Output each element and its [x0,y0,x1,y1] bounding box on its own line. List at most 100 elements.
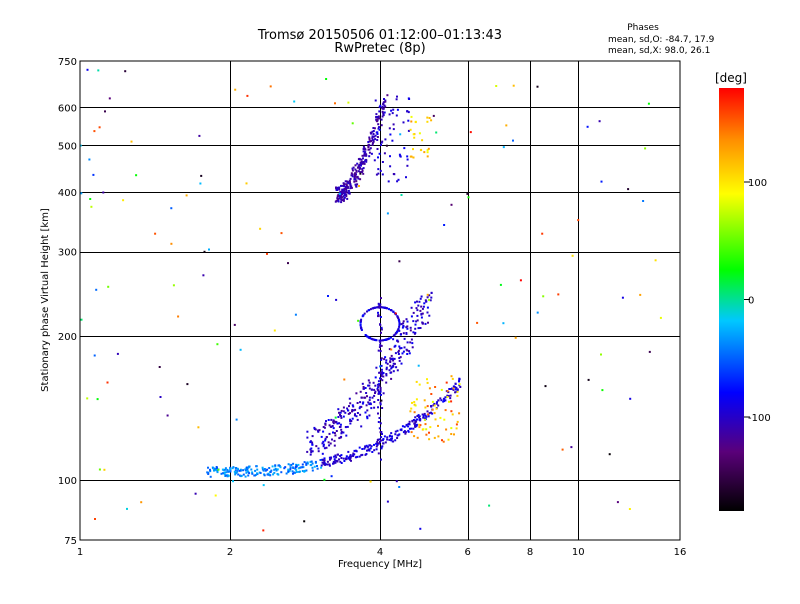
data-point [359,158,361,161]
data-point [377,390,380,393]
data-point [98,126,101,129]
data-point [414,424,416,427]
data-point [360,405,363,408]
data-point [394,312,397,315]
data-point [443,418,446,421]
data-point [364,411,367,414]
data-point [214,494,217,497]
data-point [400,194,403,196]
data-point [364,387,367,389]
data-point [349,418,352,421]
y-tick-label: 100 [58,476,77,487]
data-point [340,457,343,459]
data-point [345,180,348,183]
data-point [426,378,428,381]
data-point [422,414,425,417]
data-point [388,113,391,116]
data-point [356,162,359,165]
data-point [371,451,374,453]
data-point [346,186,349,189]
data-point [458,380,460,383]
data-point [375,173,378,176]
data-point [368,403,371,406]
data-point [216,343,219,346]
data-point [389,357,392,360]
data-point [377,115,380,118]
data-point [373,443,375,446]
data-point [283,467,286,470]
data-point [424,414,427,417]
data-point [306,462,309,465]
data-point [303,461,306,464]
data-point [378,306,381,309]
data-point [348,397,351,400]
data-point [261,468,264,471]
data-point [379,316,382,318]
data-point [639,293,642,296]
data-point [344,458,347,461]
data-point [514,336,517,339]
data-point [392,108,395,111]
y-tick-label: 750 [58,57,77,68]
data-point [343,193,346,196]
data-point [347,182,350,184]
data-point [502,322,505,325]
data-point [94,518,96,520]
data-point [378,128,381,131]
data-point [380,374,383,377]
data-point [421,321,424,324]
data-point [305,462,308,465]
data-point [458,383,461,386]
data-point [439,416,442,419]
data-point [224,468,227,471]
stats-line-o: mean, sd,O: -84.7, 17.9 [608,35,715,45]
data-point [380,371,382,374]
data-point [356,176,359,179]
data-point [476,321,479,324]
data-point [396,95,398,98]
data-point [356,402,359,404]
data-point [306,436,309,439]
data-point [347,450,350,453]
data-point [388,337,391,340]
data-point [416,300,418,303]
data-point [330,475,333,478]
data-point [340,194,343,197]
data-point [348,180,351,183]
y-tick-label: 600 [58,103,77,114]
data-point [329,457,332,460]
data-point [291,470,294,473]
data-point [368,155,371,158]
data-point [89,198,92,200]
data-point [382,112,385,115]
data-point [452,385,455,388]
data-point [231,467,234,470]
data-point [354,408,357,411]
data-point [355,180,358,183]
data-point [411,342,414,345]
data-point [338,437,341,440]
y-tick-label: 400 [58,188,77,199]
data-point [382,438,385,440]
data-point [386,212,389,215]
data-point [381,105,384,108]
data-point [359,162,362,165]
data-point [375,116,378,118]
data-point [409,326,412,329]
data-point [401,352,404,355]
data-point [358,163,361,166]
data-point [402,332,405,335]
data-point [337,193,340,196]
data-point [502,146,505,149]
data-point [380,118,383,121]
data-point [447,438,450,441]
data-point [418,418,421,421]
data-point [320,435,323,438]
data-point [379,401,382,404]
data-point [287,262,289,265]
data-point [455,386,458,389]
data-point [347,189,350,192]
data-point [403,147,406,150]
data-point [420,313,423,316]
data-point [324,437,327,440]
